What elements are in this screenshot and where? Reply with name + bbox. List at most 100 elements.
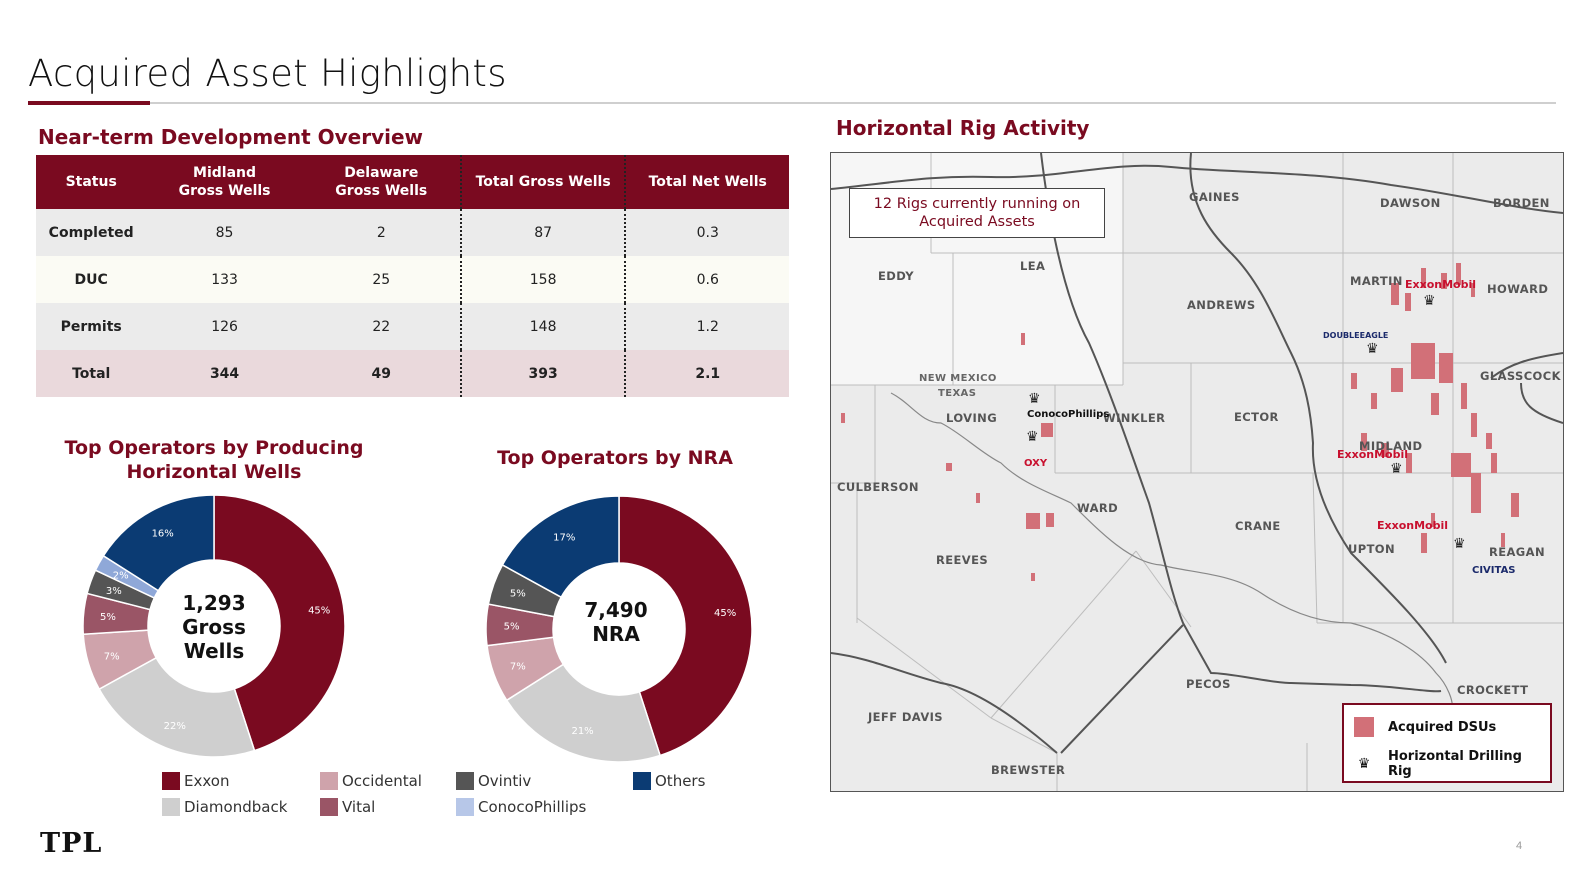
dsu-polygon [1486, 433, 1492, 449]
dsu-polygon [1026, 513, 1040, 529]
dsu-polygon [1501, 533, 1505, 547]
slice-label: 2% [113, 571, 129, 582]
rig-icon: ♛ [1366, 341, 1379, 357]
rig-icon: ♛ [1390, 461, 1403, 477]
dsu-polygon [1421, 533, 1427, 553]
dsu-polygon [1391, 368, 1403, 392]
dsu-polygon [946, 463, 952, 471]
legend-item-conocophillips: ConocoPhillips [456, 798, 586, 816]
pecos-river [890, 392, 1453, 714]
legend-drilling-rig: ♛ Horizontal Drilling Rig [1354, 749, 1550, 779]
major-boundaries [831, 153, 1563, 754]
wells-center-label-1: Gross [182, 615, 246, 639]
rig-activity-map: 12 Rigs currently running on Acquired As… [830, 152, 1564, 792]
slice-diamondback [98, 656, 256, 758]
county-label: WARD [1077, 501, 1119, 515]
legend-item-diamondback: Diamondback [162, 798, 287, 816]
cell-total-net: 1.2 [624, 303, 789, 350]
legend-item-others: Others [633, 772, 705, 790]
dsu-polygon [976, 493, 980, 503]
legend-acquired-dsus: Acquired DSUs [1354, 717, 1496, 737]
county-boundaries [831, 153, 1563, 791]
nra-center-label: NRA [592, 622, 640, 646]
county-label: MARTIN [1350, 274, 1403, 288]
wells-center-number: 1,293 [182, 591, 245, 615]
slice-exxon [618, 495, 753, 757]
dsu-polygon [1491, 453, 1497, 473]
dsu-polygon [1046, 513, 1054, 527]
header-status: Status [36, 155, 147, 209]
county-label: HOWARD [1487, 282, 1549, 296]
dsu-polygon [1381, 443, 1389, 457]
map-basemap [831, 153, 1563, 791]
legend-swatch [162, 772, 180, 790]
county-label: ECTOR [1234, 410, 1279, 424]
dsu-polygon [1471, 413, 1477, 437]
table-row: Permits 126 22 148 1.2 [36, 303, 789, 350]
slice-others [102, 494, 215, 592]
tpl-logo: TPL [40, 828, 103, 859]
cell-status: DUC [36, 256, 147, 303]
state-label-texas: TEXAS [938, 388, 977, 399]
map-title: Horizontal Rig Activity [836, 116, 1090, 140]
header-midland: Midland Gross Wells [146, 155, 303, 209]
title-accent-bar [28, 101, 150, 105]
doubleeagle-logo: DOUBLEEAGLE [1323, 331, 1389, 340]
legend-item-exxon: Exxon [162, 772, 229, 790]
county-label: REAGAN [1489, 545, 1545, 559]
county-label: DAWSON [1380, 196, 1441, 210]
dsu-polygon [1391, 283, 1399, 305]
slice-label: 17% [553, 532, 575, 543]
cell-status: Completed [36, 209, 147, 256]
slice-label: 5% [510, 589, 526, 600]
county-label: UPTON [1348, 542, 1396, 556]
page-number: 4 [1516, 840, 1523, 852]
rig-icon: ♛ [1453, 536, 1466, 552]
dsu-polygon [841, 413, 845, 423]
nra-center-number: 7,490 [584, 598, 647, 622]
slice-label: 5% [504, 622, 520, 633]
cell-total-net: 2.1 [624, 350, 789, 397]
header-total-gross: Total Gross Wells [459, 155, 626, 209]
cell-total-net: 0.3 [624, 209, 789, 256]
legend-item-vital: Vital [320, 798, 375, 816]
slice-label: 3% [106, 586, 122, 597]
dsu-polygon [1405, 293, 1411, 311]
dsu-swatch [1354, 717, 1374, 737]
county-label: CULBERSON [837, 480, 919, 494]
legend-item-occidental: Occidental [320, 772, 422, 790]
dsu-polygon [1439, 353, 1453, 383]
conocophillips-logo: ConocoPhillips [1027, 409, 1110, 420]
dsu-polygon [1361, 433, 1367, 451]
dsu-polygon [1406, 453, 1412, 473]
county-label: LEA [1020, 259, 1046, 273]
cell-delaware: 22 [302, 303, 461, 350]
slice-label: 7% [104, 652, 120, 663]
table-header-row: Status Midland Gross Wells Delaware Gros… [36, 155, 789, 209]
county-label: EDDY [878, 269, 915, 283]
county-label: BORDEN [1493, 196, 1550, 210]
legend-swatch [162, 798, 180, 816]
dsu-polygon [1471, 283, 1475, 297]
wells-chart-title: Top Operators by Producing Horizontal We… [64, 437, 364, 483]
legend-swatch [320, 798, 338, 816]
county-label: REEVES [936, 553, 989, 567]
development-table: Status Midland Gross Wells Delaware Gros… [36, 155, 789, 397]
dsu-polygon [1441, 273, 1447, 289]
dsu-polygon [1511, 493, 1519, 517]
county-label: GAINES [1189, 190, 1240, 204]
cell-total-net: 0.6 [624, 256, 789, 303]
dsu-polygon [1451, 453, 1471, 477]
civitas-logo: CIVITAS [1472, 565, 1516, 576]
dsu-polygon [1021, 333, 1025, 345]
county-label: BREWSTER [991, 763, 1066, 777]
cell-total-gross: 148 [459, 303, 626, 350]
dsu-polygon [1456, 263, 1461, 285]
dsu-polygon [1371, 393, 1377, 409]
slice-label: 21% [571, 726, 593, 737]
dsu-polygon [1431, 513, 1435, 527]
slice-label: 7% [510, 661, 526, 672]
slice-label: 45% [714, 608, 736, 619]
cell-total-gross: 393 [459, 350, 626, 397]
cell-delaware: 2 [302, 209, 461, 256]
